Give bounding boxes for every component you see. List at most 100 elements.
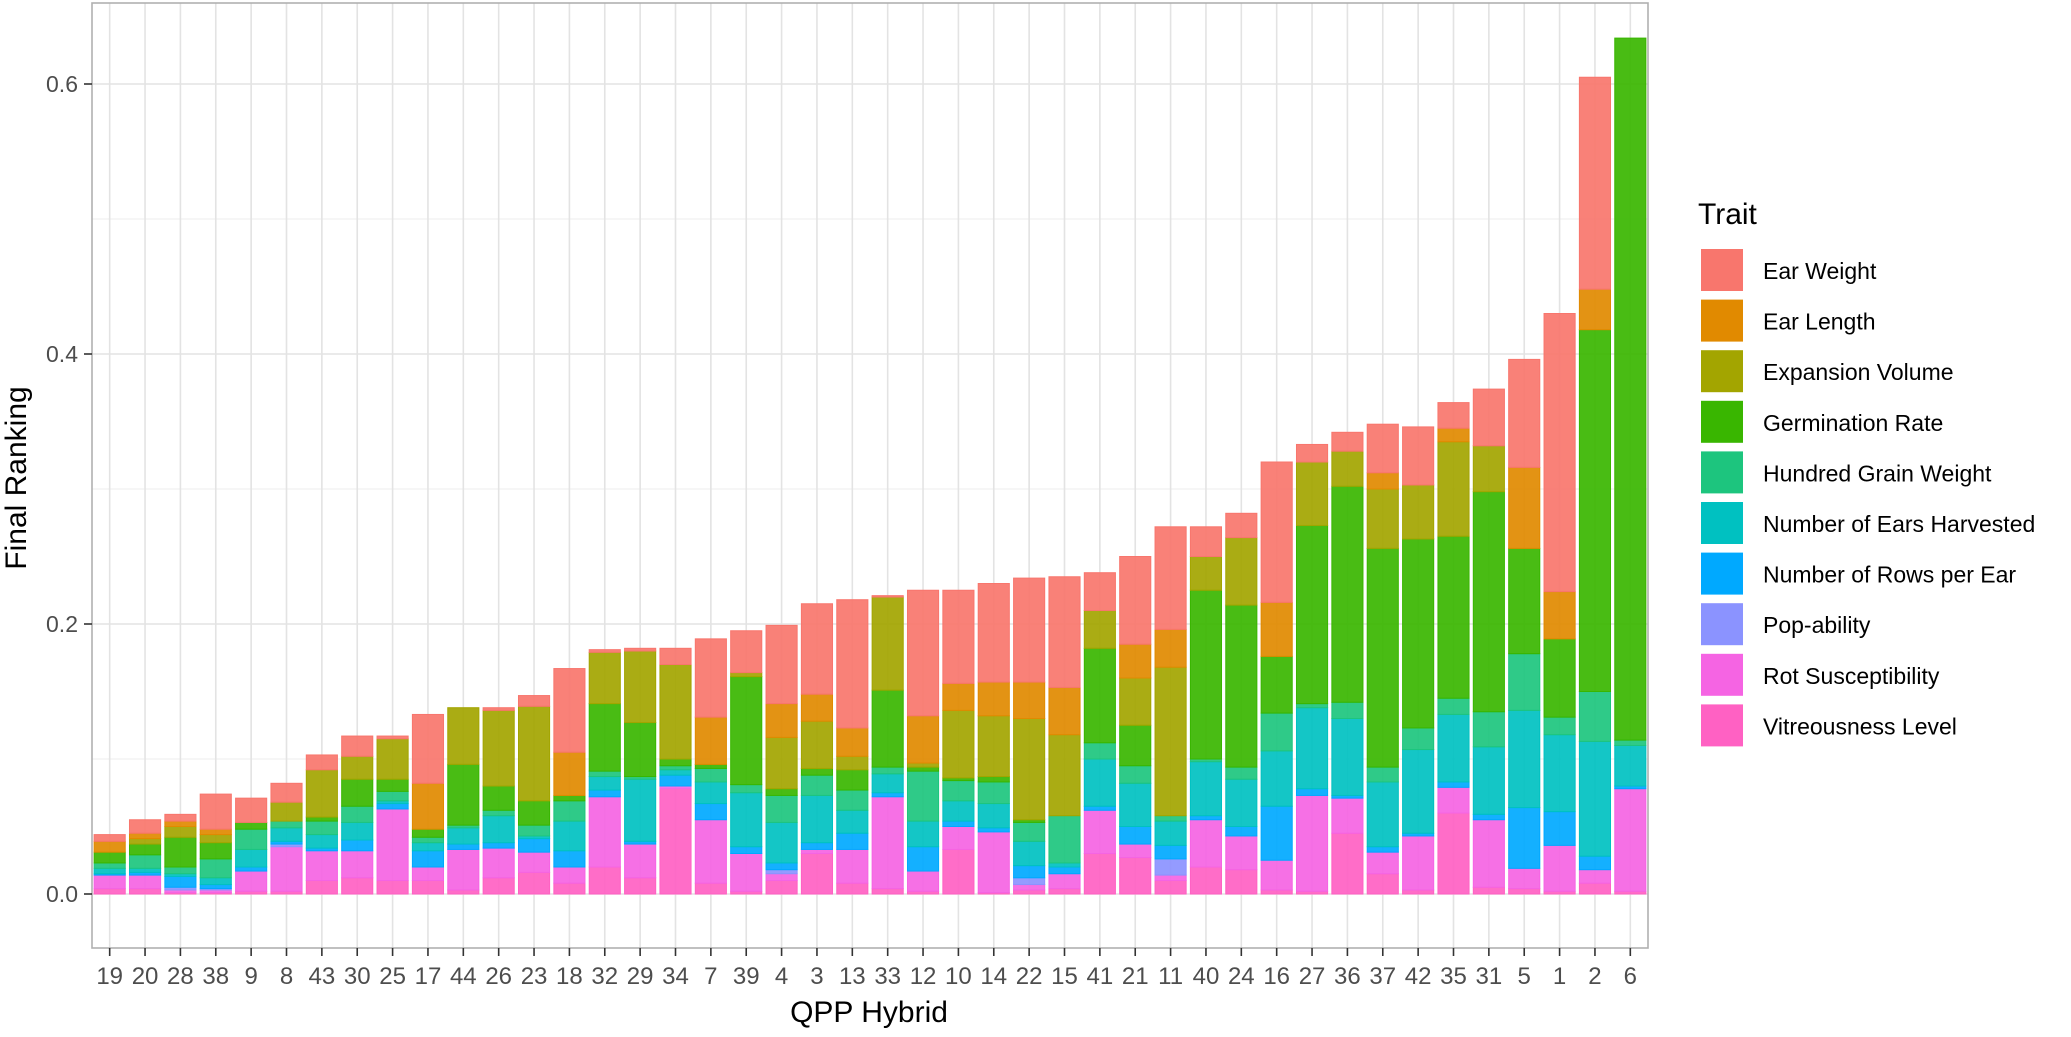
bar-segment: [871, 773, 904, 794]
bar-segment: [836, 599, 869, 729]
bar-segment: [659, 765, 692, 771]
bar-segment: [730, 853, 763, 892]
legend-label: Expansion Volume: [1763, 359, 1954, 385]
bar-segment: [1366, 472, 1399, 490]
bar-segment: [1119, 643, 1152, 679]
x-tick-label: 37: [1369, 963, 1396, 990]
bar-segment: [1013, 681, 1046, 719]
bar-stack-18: [553, 668, 586, 895]
bar-segment: [836, 809, 869, 834]
x-tick-label: 13: [839, 963, 866, 990]
bar-stack-7: [694, 638, 727, 895]
bar-stack-4: [765, 624, 798, 895]
bar-segment: [977, 831, 1010, 894]
bar-stack-34: [659, 647, 692, 895]
bar-segment: [128, 819, 162, 834]
bar-segment: [93, 851, 126, 864]
bar-segment: [1508, 466, 1541, 549]
x-tick-label: 21: [1122, 963, 1149, 990]
bar-segment: [411, 828, 445, 838]
bar-segment: [1013, 840, 1046, 867]
bar-segment: [588, 770, 621, 778]
bar-segment: [341, 821, 374, 841]
bar-segment: [942, 848, 975, 895]
legend-swatch: [1699, 550, 1745, 597]
bar-segment: [1260, 750, 1293, 807]
bar-segment: [1366, 846, 1399, 853]
legend-item: Ear Length: [1699, 297, 1876, 344]
bar-segment: [128, 832, 162, 840]
x-tick-label: 35: [1440, 963, 1467, 990]
bar-segment: [1260, 889, 1293, 895]
bar-segment: [1083, 742, 1116, 760]
bar-segment: [341, 755, 374, 780]
bar-segment: [411, 713, 445, 784]
bar-segment: [1260, 712, 1293, 752]
bar-segment: [694, 767, 727, 783]
bar-segment: [1472, 445, 1505, 493]
bar-segment: [694, 803, 727, 821]
bar-segment: [447, 827, 480, 845]
bar-segment: [376, 738, 409, 780]
bar-segment: [1083, 610, 1116, 649]
bar-segment: [1578, 691, 1612, 742]
x-tick-label: 42: [1405, 963, 1432, 990]
bar-segment: [1472, 813, 1505, 821]
y-tick-label: 0.2: [46, 611, 78, 637]
bar-stack-39: [730, 630, 763, 895]
bar-segment: [1402, 727, 1435, 751]
bar-segment: [553, 850, 586, 868]
bar-segment: [1048, 576, 1081, 688]
bar-segment: [730, 792, 763, 848]
x-tick-label: 24: [1228, 963, 1255, 990]
bar-segment: [1331, 718, 1364, 796]
x-tick-label: 31: [1476, 963, 1503, 990]
bar-segment: [906, 766, 940, 772]
bar-segment: [588, 789, 621, 798]
bar-segment: [942, 589, 975, 684]
bar-stack-15: [1048, 576, 1081, 895]
bar-segment: [1614, 37, 1647, 741]
bar-stack-43: [305, 754, 338, 895]
bar-stack-26: [482, 707, 515, 895]
bar-segment: [164, 875, 197, 888]
bar-segment: [1578, 76, 1612, 290]
legend-swatch: [1699, 651, 1745, 698]
bar-segment: [1543, 716, 1576, 736]
bar-segment: [1048, 815, 1081, 864]
bars: [93, 37, 1647, 895]
legend-swatch: [1699, 398, 1745, 445]
bar-segment: [659, 758, 692, 767]
bar-segment: [1366, 873, 1399, 895]
bar-segment: [765, 880, 798, 895]
bar-segment: [1119, 782, 1152, 827]
bar-segment: [906, 762, 940, 768]
bar-segment: [482, 709, 515, 787]
bar-segment: [1119, 826, 1152, 845]
bar-segment: [1260, 601, 1293, 657]
bar-stack-38: [199, 793, 232, 895]
bar-segment: [1437, 697, 1470, 715]
bar-segment: [1295, 461, 1329, 526]
bar-segment: [730, 676, 763, 786]
legend-item: Pop-ability: [1699, 601, 1871, 648]
bar-segment: [517, 695, 551, 707]
bar-segment: [1331, 797, 1364, 834]
bar-stack-5: [1508, 358, 1541, 895]
legend-item: Hundred Grain Weight: [1699, 449, 1992, 496]
x-tick-label: 29: [627, 963, 654, 990]
x-tick-label: 11: [1158, 963, 1183, 990]
x-tick-label: 34: [662, 963, 689, 990]
bar-segment: [871, 689, 904, 768]
bar-stack-12: [906, 589, 940, 895]
bar-segment: [800, 848, 834, 855]
y-tick-label: 0.0: [46, 881, 78, 907]
bar-segment: [1225, 537, 1258, 606]
bar-segment: [235, 828, 268, 850]
bar-segment: [588, 651, 621, 705]
bar-segment: [376, 803, 409, 810]
x-tick-label: 25: [379, 963, 406, 990]
bar-segment: [624, 722, 657, 778]
bar-segment: [694, 882, 727, 895]
